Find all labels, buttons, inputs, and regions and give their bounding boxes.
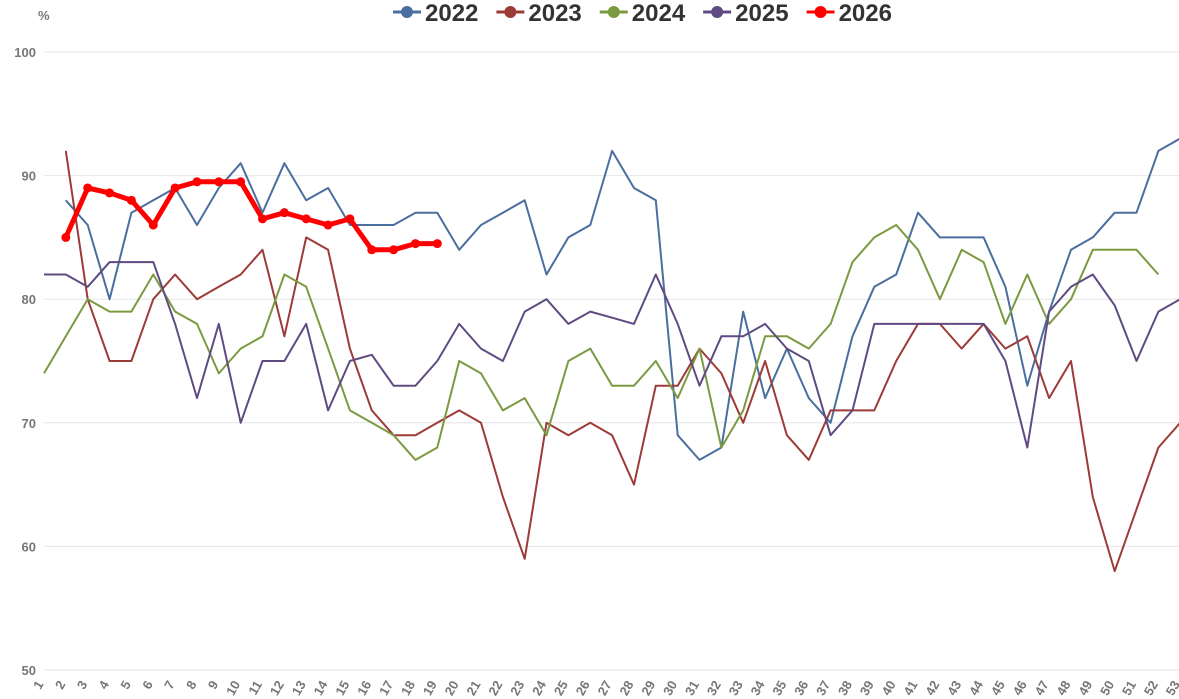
point [258,214,267,224]
point [279,208,289,218]
point [83,183,93,193]
point [126,195,136,205]
x-tick-label: 9 [205,678,222,692]
x-tick-label: 27 [594,678,614,698]
point [323,220,333,230]
point [148,220,158,230]
point [432,239,442,249]
x-tick-label: 20 [442,678,462,698]
point [367,245,377,255]
legend-marker [504,6,517,18]
x-tick-label: 5 [117,678,134,692]
lines [43,138,1179,573]
x-tick-label: 39 [857,678,877,698]
legend-marker [814,6,827,18]
x-tick-label: 38 [835,678,855,698]
x-tick-label: 47 [1031,678,1051,698]
x-tick-label: 49 [1075,678,1095,698]
point [389,245,399,255]
y-tick-label: 90 [22,169,36,184]
x-tick-label: 44 [966,677,987,698]
x-tick-label: 40 [879,678,899,698]
legend-marker [607,6,620,18]
x-tick-label: 12 [267,678,287,698]
point [301,214,311,224]
x-tick-label: 13 [289,678,309,698]
legend-marker [401,6,413,18]
x-tick-label: 3 [74,678,91,692]
x-tick-label: 53 [1163,678,1179,698]
x-tick-label: 25 [551,678,571,698]
x-tick-label: 4 [96,677,113,691]
x-tick-label: 8 [183,678,200,692]
x-tick-label: 28 [616,678,636,698]
x-tick-label: 18 [398,678,418,698]
x-tick-label: 46 [1010,678,1030,698]
x-tick-label: 10 [223,678,243,698]
legend-label: 2025 [735,0,788,27]
legend-label: 2026 [839,0,892,27]
point [214,177,224,187]
x-tick-label: 22 [485,678,505,698]
series-line [65,138,1179,461]
x-tick-label: 7 [161,678,178,692]
point [105,188,115,198]
x-tick-label: 21 [463,678,483,698]
series-line [63,179,438,253]
legend-label: 2024 [632,0,686,27]
x-tick-label: 52 [1141,678,1161,698]
x-tick-label: 31 [682,678,702,698]
y-tick-label: 70 [22,416,36,431]
x-tick-label: 43 [944,678,964,698]
y-unit: % [38,8,50,23]
x-tick-label: 24 [529,677,550,698]
series-line [64,150,1179,573]
x-tick-label: 23 [507,678,527,698]
legend-label: 2023 [528,0,581,27]
legend-label: 2022 [425,0,478,27]
legend-marker [711,6,724,18]
point [345,214,355,224]
x-tick-label: 15 [332,678,352,698]
x-tick-label: 11 [245,678,265,697]
x-tick-label: 33 [726,678,746,698]
x-tick-label: 16 [354,678,374,698]
x-tick-label: 2 [52,678,69,692]
x-tick-label: 17 [376,678,396,698]
series-line [44,261,1179,449]
y-tick-label: 60 [22,539,36,554]
x-tick-label: 41 [900,678,920,698]
x-tick-label: 51 [1119,678,1139,698]
x-tick-label: 30 [660,678,680,698]
x-tick-label: 35 [769,678,789,698]
y-tick-label: 100 [14,45,36,60]
x-tick-label: 37 [813,678,833,698]
x-tick-label: 19 [420,678,440,698]
legend: 2022 2023 2024 2025 2026 [393,0,892,27]
y-tick-label: 80 [22,292,36,307]
x-tick-label: 14 [310,677,331,698]
x-tick-label: 48 [1053,678,1073,698]
x-tick-label: 50 [1097,678,1117,698]
x-tick-label: 6 [139,678,156,692]
point [236,177,246,187]
x-tick-label: 42 [922,678,942,698]
x-tick-label: 34 [747,677,768,698]
point [192,177,202,187]
x-tick-label: 32 [704,678,724,698]
x-tick-label: 26 [573,678,593,698]
x-tick-label: 1 [30,678,47,692]
point [170,183,180,193]
y-tick-label: 50 [22,663,36,678]
point [410,239,420,249]
x-tick-label: 45 [988,678,1008,698]
x-tick-label: 29 [638,678,658,698]
point [61,232,71,242]
x-tick-label: 36 [791,678,811,698]
series-line [43,224,1160,461]
